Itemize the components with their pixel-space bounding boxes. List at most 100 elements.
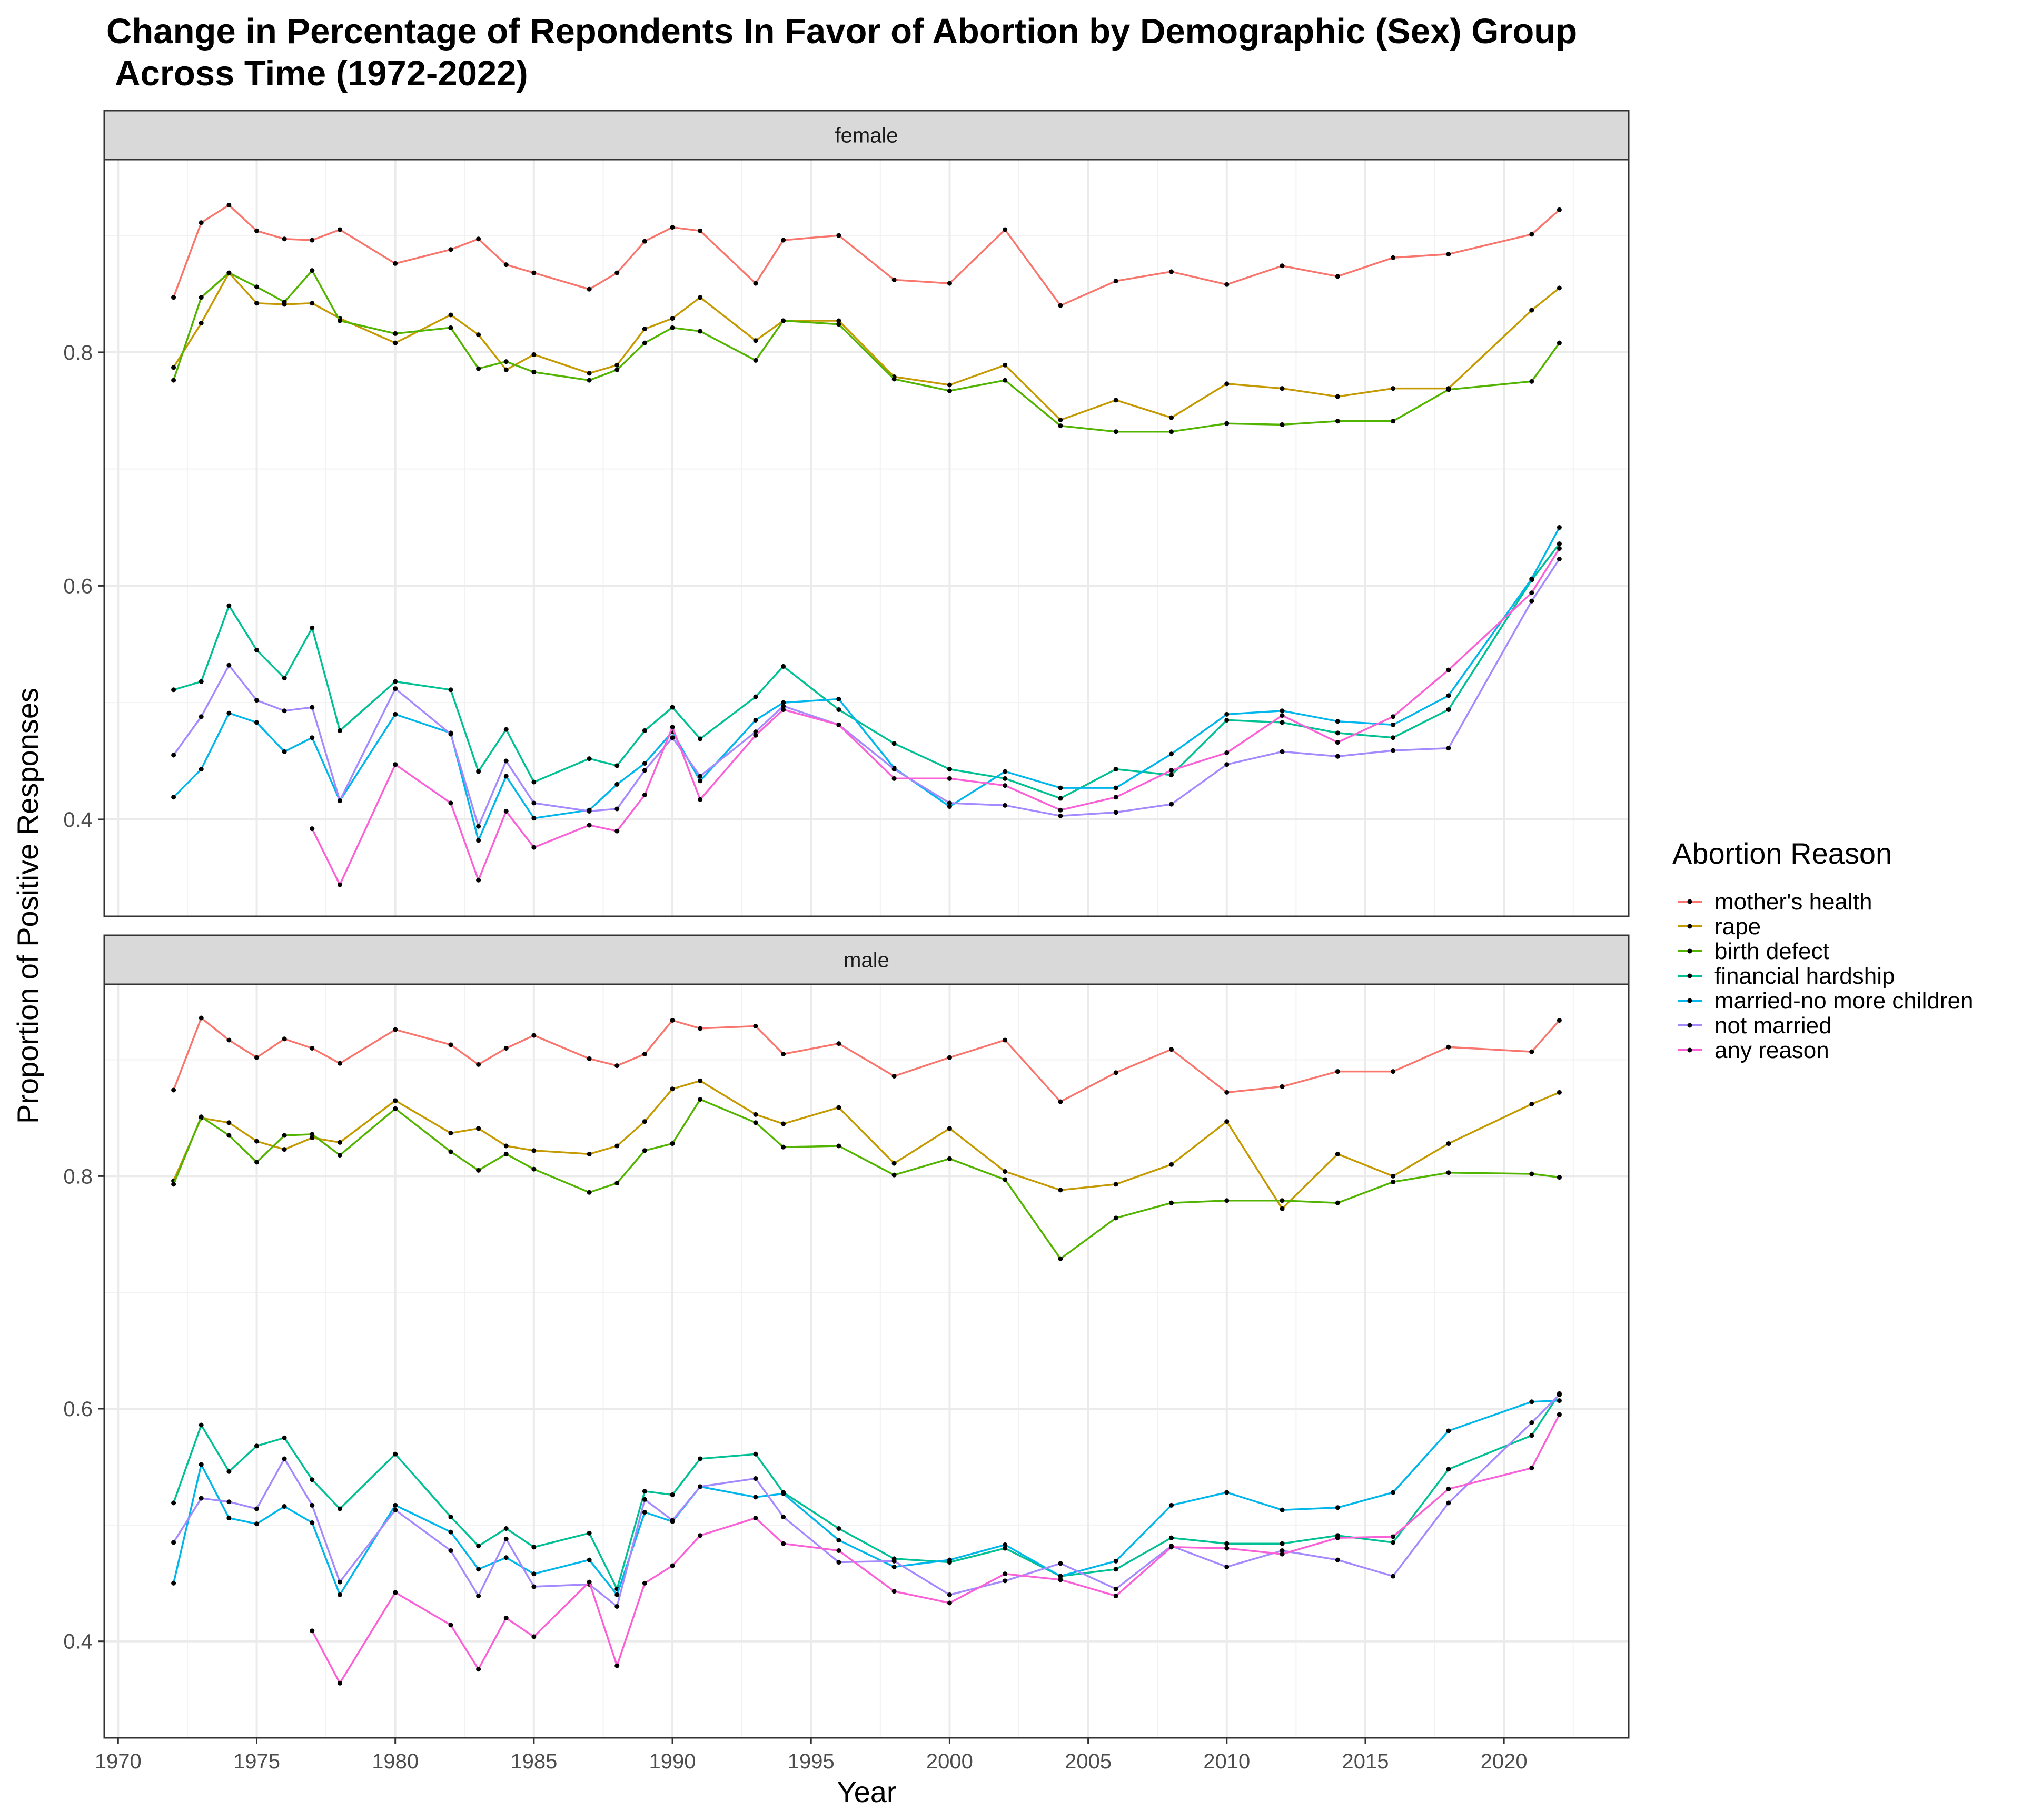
data-point: [448, 731, 453, 737]
y-tick-label: 0.6: [63, 575, 93, 598]
data-point: [171, 687, 176, 693]
data-point: [1169, 773, 1174, 778]
data-point: [531, 1545, 537, 1550]
facet-strip-label: male: [844, 949, 889, 972]
data-point: [836, 1538, 841, 1543]
data-point: [1224, 1564, 1230, 1569]
panel-border: [103, 983, 1630, 1739]
data-point: [1003, 769, 1008, 774]
data-point: [670, 1086, 675, 1092]
data-point: [337, 1592, 342, 1597]
data-point: [282, 1435, 287, 1440]
data-point: [254, 284, 259, 290]
data-point: [199, 714, 204, 719]
data-point: [753, 733, 758, 738]
data-point: [836, 1143, 841, 1149]
panel-border: [103, 159, 1630, 917]
data-point: [337, 1140, 342, 1145]
data-point: [642, 792, 647, 797]
facet-strip-label: female: [835, 124, 898, 147]
data-point: [448, 1131, 453, 1136]
data-point: [476, 1544, 481, 1549]
legend-item: mother's health: [1678, 889, 1872, 915]
data-point: [531, 270, 537, 275]
data-point: [337, 798, 342, 803]
data-point: [1058, 796, 1063, 801]
data-point: [947, 1055, 952, 1060]
data-point: [226, 603, 232, 608]
data-point: [1280, 1206, 1285, 1211]
data-point: [1391, 1069, 1396, 1074]
data-point: [1113, 1594, 1118, 1599]
data-point: [531, 800, 537, 806]
data-point: [199, 767, 204, 772]
data-point: [503, 774, 509, 779]
x-tick-label: 1990: [649, 1750, 696, 1773]
data-point: [226, 1037, 232, 1043]
data-point: [226, 1120, 232, 1125]
data-point: [1446, 746, 1451, 751]
data-point: [698, 797, 703, 802]
panel-background: [104, 984, 1629, 1738]
data-point: [503, 1045, 509, 1051]
legend-key-point: [1687, 948, 1692, 954]
data-point: [1557, 1412, 1562, 1417]
data-point: [670, 225, 675, 230]
data-point: [1391, 419, 1396, 424]
legend-key-point: [1687, 1023, 1692, 1028]
data-point: [282, 300, 287, 305]
panel-female: female 0.4 0.6 0.8: [63, 110, 1630, 917]
data-point: [1113, 279, 1118, 284]
data-point: [282, 1456, 287, 1461]
data-point: [587, 378, 592, 383]
y-tick-label: 0.8: [63, 1165, 93, 1188]
data-point: [698, 1533, 703, 1538]
series-birth-defect: [171, 1097, 1562, 1261]
data-point: [254, 228, 259, 233]
data-point: [282, 1036, 287, 1042]
data-point: [1003, 1169, 1008, 1174]
data-point: [891, 1589, 897, 1594]
data-point: [531, 816, 537, 821]
data-point: [531, 352, 537, 357]
data-point: [226, 202, 232, 207]
data-point: [1058, 1256, 1063, 1261]
data-point: [199, 220, 204, 225]
data-point: [614, 362, 620, 368]
data-point: [642, 1489, 647, 1494]
data-point: [1446, 707, 1451, 712]
data-point: [614, 1663, 620, 1668]
data-point: [1058, 1574, 1063, 1579]
data-point: [836, 1560, 841, 1565]
data-point: [448, 1514, 453, 1519]
data-point: [476, 236, 481, 242]
data-point: [503, 359, 509, 364]
data-point: [642, 239, 647, 244]
data-point: [310, 1132, 315, 1137]
data-point: [1058, 1561, 1063, 1566]
data-point: [226, 662, 232, 668]
data-point: [1557, 1398, 1562, 1403]
data-point: [310, 301, 315, 306]
data-point: [1557, 546, 1562, 551]
data-point: [587, 1151, 592, 1156]
data-point: [1335, 740, 1340, 745]
data-point: [642, 728, 647, 733]
data-point: [587, 1579, 592, 1585]
data-point: [1557, 525, 1562, 530]
data-point: [1169, 415, 1174, 420]
data-point: [254, 1055, 259, 1060]
data-point: [282, 1133, 287, 1138]
data-point: [947, 800, 952, 806]
data-point: [282, 1504, 287, 1509]
data-point: [614, 1181, 620, 1186]
data-point: [1169, 1535, 1174, 1540]
data-point: [642, 768, 647, 773]
data-point: [891, 1564, 897, 1569]
y-tick-label: 0.6: [63, 1398, 93, 1421]
data-point: [1529, 1101, 1534, 1106]
data-point: [254, 698, 259, 703]
data-point: [1446, 387, 1451, 392]
data-point: [698, 736, 703, 741]
